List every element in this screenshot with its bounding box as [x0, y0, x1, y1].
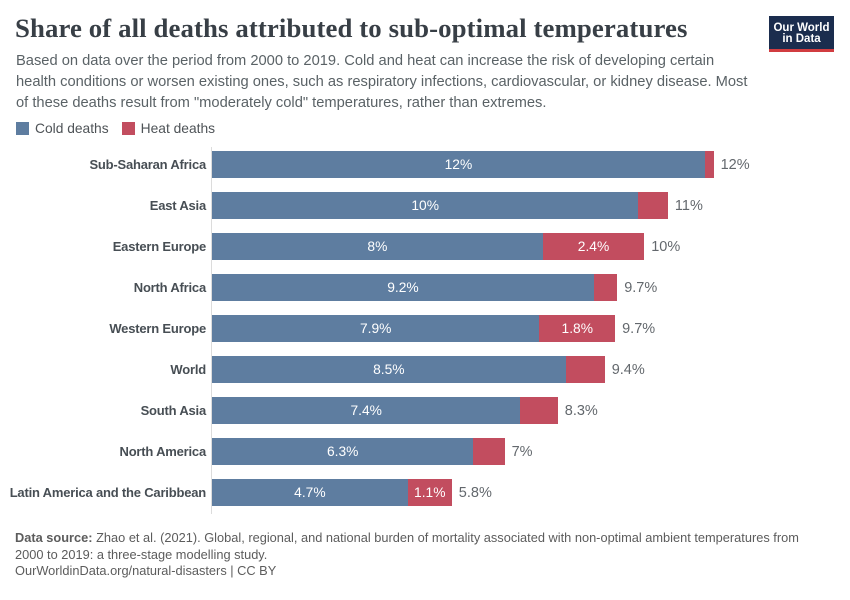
cold-value-label: 8.5%	[373, 362, 405, 377]
heat-bar-segment[interactable]	[638, 192, 668, 219]
data-source-citation: Zhao et al. (2021). Global, regional, an…	[15, 530, 799, 562]
owid-logo[interactable]: Our World in Data	[769, 16, 834, 52]
heat-value-label: 1.1%	[414, 485, 446, 500]
cold-value-label: 7.4%	[350, 403, 382, 418]
bar-row: South Asia 7.4% 8.3%	[0, 397, 850, 424]
cold-bar-segment[interactable]: 7.4%	[212, 397, 521, 424]
bar-row: Latin America and the Caribbean 4.7% 1.1% 5…	[0, 479, 850, 506]
legend-label: Heat deaths	[140, 121, 216, 136]
cold-bar-segment[interactable]: 9.2%	[212, 274, 594, 301]
total-value-label: 9.7%	[624, 279, 658, 296]
heat-bar-segment[interactable]: 1.8%	[539, 315, 616, 342]
legend-swatch	[16, 122, 29, 135]
heat-bar-segment[interactable]	[704, 151, 714, 178]
cold-bar-segment[interactable]: 8%	[212, 233, 543, 260]
bar-row: World 8.5% 9.4%	[0, 356, 850, 383]
cold-value-label: 7.9%	[360, 321, 392, 336]
bar-row: East Asia 10% 11%	[0, 192, 850, 219]
legend-item-cold-deaths[interactable]: Cold deaths	[16, 121, 109, 136]
category-label: Eastern Europe	[112, 239, 206, 254]
bar-row: Western Europe 7.9% 1.8% 9.7%	[0, 315, 850, 342]
category-label: East Asia	[149, 198, 206, 213]
cold-value-label: 8%	[367, 239, 388, 254]
data-source-label: Data source:	[15, 530, 93, 545]
cold-bar-segment[interactable]: 10%	[212, 192, 639, 219]
chart-subtitle: Based on data over the period from 2000 …	[16, 51, 747, 114]
cold-bar-segment[interactable]: 6.3%	[212, 438, 474, 465]
total-value-label: 9.7%	[622, 320, 656, 337]
category-label: North America	[119, 444, 207, 459]
y-axis-line	[211, 147, 212, 514]
total-value-label: 5.8%	[458, 484, 492, 501]
category-label: Western Europe	[109, 321, 206, 336]
category-label: South Asia	[140, 403, 207, 418]
cold-value-label: 9.2%	[387, 280, 419, 295]
owid-logo-line1: Our World	[773, 21, 830, 34]
category-label: Sub-Saharan Africa	[89, 157, 206, 172]
category-label: World	[170, 362, 206, 377]
cold-bar-segment[interactable]: 12%	[212, 151, 705, 178]
bar-row: North America 6.3% 7%	[0, 438, 850, 465]
heat-bar-segment[interactable]	[565, 356, 605, 383]
cold-bar-segment[interactable]: 8.5%	[212, 356, 566, 383]
chart-title: Share of all deaths attributed to sub-op…	[15, 12, 688, 43]
bar-row: Sub-Saharan Africa 12% 12%	[0, 151, 850, 178]
subtitle-line: of these deaths result from "moderately …	[16, 95, 547, 111]
cold-value-label: 4.7%	[294, 485, 326, 500]
legend-item-heat-deaths[interactable]: Heat deaths	[121, 121, 216, 136]
heat-bar-segment[interactable]: 2.4%	[542, 233, 645, 260]
total-value-label: 11%	[674, 197, 703, 214]
cold-bar-segment[interactable]: 7.9%	[212, 315, 540, 342]
heat-bar-segment[interactable]	[593, 274, 618, 301]
heat-bar-segment[interactable]	[520, 397, 558, 424]
cold-value-label: 10%	[411, 198, 439, 213]
subtitle-line: Based on data over the period from 2000 …	[16, 53, 715, 69]
total-value-label: 12%	[720, 156, 750, 173]
subtitle-line: health conditions or worsen existing one…	[16, 74, 748, 90]
total-value-label: 7%	[511, 443, 533, 460]
owid-logo-line2: in Data	[782, 33, 821, 45]
bar-row: Eastern Europe 8% 2.4% 10%	[0, 233, 850, 260]
owid-url-link[interactable]: OurWorldinData.org/natural-disasters | C…	[15, 563, 277, 578]
heat-bar-segment[interactable]: 1.1%	[407, 479, 452, 506]
bar-row: North Africa 9.2% 9.7%	[0, 274, 850, 301]
legend-label: Cold deaths	[35, 121, 109, 136]
total-value-label: 10%	[651, 238, 681, 255]
heat-bar-segment[interactable]	[473, 438, 505, 465]
category-label: North Africa	[133, 280, 206, 295]
legend: Cold deaths Heat deaths	[16, 121, 215, 136]
data-source-note: Data source: Zhao et al. (2021). Global,…	[15, 530, 799, 563]
total-value-label: 8.3%	[564, 402, 598, 419]
total-value-label: 9.4%	[611, 361, 645, 378]
heat-value-label: 1.8%	[561, 321, 593, 336]
footer: Data source: Zhao et al. (2021). Global,…	[15, 530, 799, 580]
category-label: Latin America and the Caribbean	[9, 485, 207, 500]
heat-value-label: 2.4%	[577, 239, 610, 254]
cold-value-label: 6.3%	[326, 444, 359, 459]
legend-swatch	[121, 122, 135, 135]
cold-value-label: 12%	[444, 157, 473, 172]
cold-bar-segment[interactable]: 4.7%	[212, 479, 408, 506]
